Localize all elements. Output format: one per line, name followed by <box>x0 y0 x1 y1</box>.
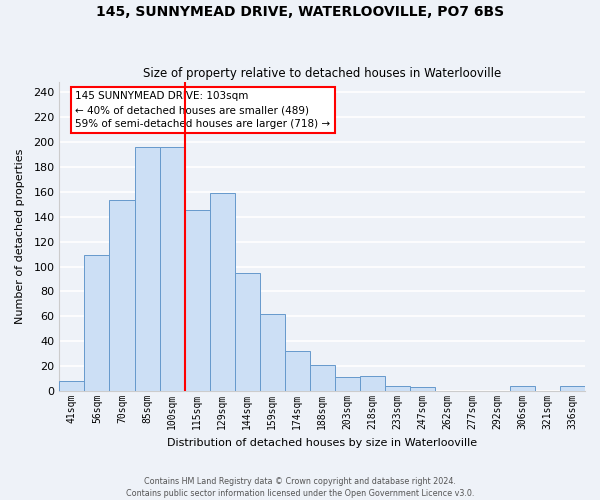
Bar <box>560 386 585 391</box>
Bar <box>360 376 385 391</box>
Y-axis label: Number of detached properties: Number of detached properties <box>15 149 25 324</box>
Bar <box>310 365 335 391</box>
Bar <box>385 386 410 391</box>
Bar <box>134 147 160 391</box>
Text: 145, SUNNYMEAD DRIVE, WATERLOOVILLE, PO7 6BS: 145, SUNNYMEAD DRIVE, WATERLOOVILLE, PO7… <box>96 5 504 19</box>
Bar <box>109 200 134 391</box>
Bar <box>185 210 209 391</box>
X-axis label: Distribution of detached houses by size in Waterlooville: Distribution of detached houses by size … <box>167 438 477 448</box>
Bar <box>59 381 85 391</box>
Bar <box>410 388 435 391</box>
Title: Size of property relative to detached houses in Waterlooville: Size of property relative to detached ho… <box>143 66 502 80</box>
Bar <box>260 314 284 391</box>
Bar <box>85 256 109 391</box>
Bar <box>284 352 310 391</box>
Bar <box>209 193 235 391</box>
Bar <box>335 378 360 391</box>
Bar <box>235 272 260 391</box>
Text: 145 SUNNYMEAD DRIVE: 103sqm
← 40% of detached houses are smaller (489)
59% of se: 145 SUNNYMEAD DRIVE: 103sqm ← 40% of det… <box>75 92 331 130</box>
Text: Contains HM Land Registry data © Crown copyright and database right 2024.
Contai: Contains HM Land Registry data © Crown c… <box>126 476 474 498</box>
Bar <box>160 147 185 391</box>
Bar <box>510 386 535 391</box>
